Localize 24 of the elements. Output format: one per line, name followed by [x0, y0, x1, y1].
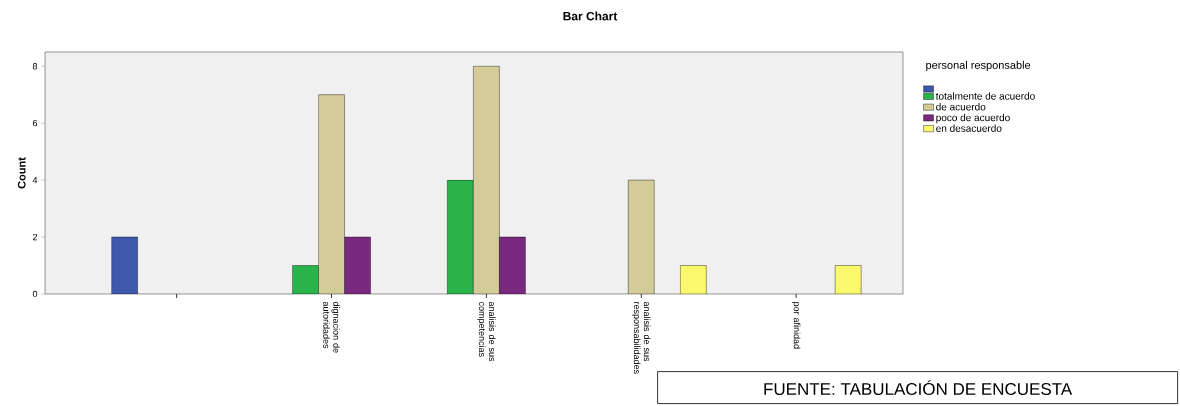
bar — [318, 94, 345, 294]
y-tick-label: 4 — [32, 177, 38, 184]
bar — [473, 66, 500, 294]
x-tick-label: dignacion de autoridades — [323, 301, 340, 353]
y-tick-label: 8 — [32, 63, 38, 70]
chart-title: Bar Chart — [563, 11, 618, 21]
y-axis-title: Count — [17, 157, 26, 189]
bar — [834, 265, 862, 294]
y-tick-label: 2 — [32, 233, 38, 241]
bar — [628, 179, 655, 294]
y-tick-label: 6 — [32, 119, 38, 127]
legend-label: poco de acuerdo — [936, 113, 1010, 124]
bar — [344, 236, 371, 294]
text: totalmente de acuerdo — [935, 92, 1035, 100]
x-tick-label: analisis de sus competencias — [477, 301, 496, 362]
y-tick-label: 0 — [32, 290, 38, 298]
source-note: FUENTE: TABULACIÓN DE ENCUESTA — [764, 380, 1073, 396]
bar — [499, 236, 526, 294]
x-tick-label: analisis de sus responsabilidades — [632, 301, 651, 374]
legend-title: personal responsable — [926, 60, 1031, 72]
x-tick-label: por afinidad — [791, 302, 801, 349]
legend-label: en desacuerdo — [936, 124, 1002, 132]
legend-label: de acuerdo — [936, 103, 986, 111]
bar — [680, 265, 707, 294]
